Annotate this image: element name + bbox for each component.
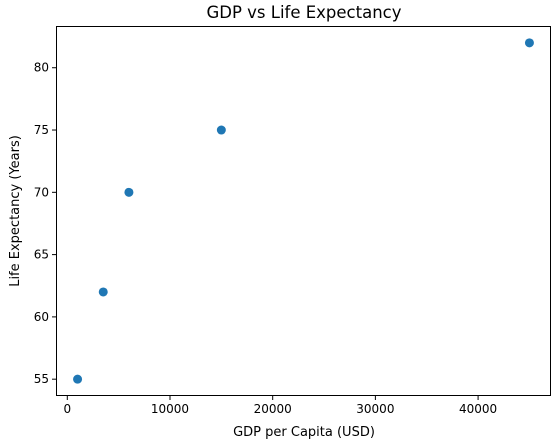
plot-area: 0 10000 20000 30000 40000 55 60 65 70 75 80	[34, 26, 551, 416]
data-point	[524, 38, 534, 48]
data-point	[124, 187, 134, 197]
y-tick-label: 80	[34, 61, 49, 75]
y-tick-label: 60	[34, 310, 49, 324]
y-tick-label: 70	[34, 185, 49, 199]
y-tick-label: 65	[34, 248, 49, 262]
x-axis-ticks: 0 10000 20000 30000 40000	[63, 396, 497, 416]
y-tick-label: 55	[34, 372, 49, 386]
data-point	[216, 125, 226, 135]
y-tick-label: 75	[34, 123, 49, 137]
x-tick-label: 20000	[254, 402, 292, 416]
x-axis-label: GDP per Capita (USD)	[233, 425, 375, 440]
data-points	[73, 38, 534, 384]
data-point	[73, 374, 83, 384]
y-axis-label: Life Expectancy (Years)	[8, 135, 23, 287]
x-tick-label: 30000	[356, 402, 394, 416]
x-tick-label: 40000	[459, 402, 497, 416]
y-axis-ticks: 55 60 65 70 75 80	[34, 61, 56, 386]
chart-title: GDP vs Life Expectancy	[206, 3, 401, 22]
axes-frame	[56, 26, 551, 396]
x-tick-label: 0	[63, 402, 71, 416]
x-tick-label: 10000	[151, 402, 189, 416]
data-point	[98, 287, 108, 297]
